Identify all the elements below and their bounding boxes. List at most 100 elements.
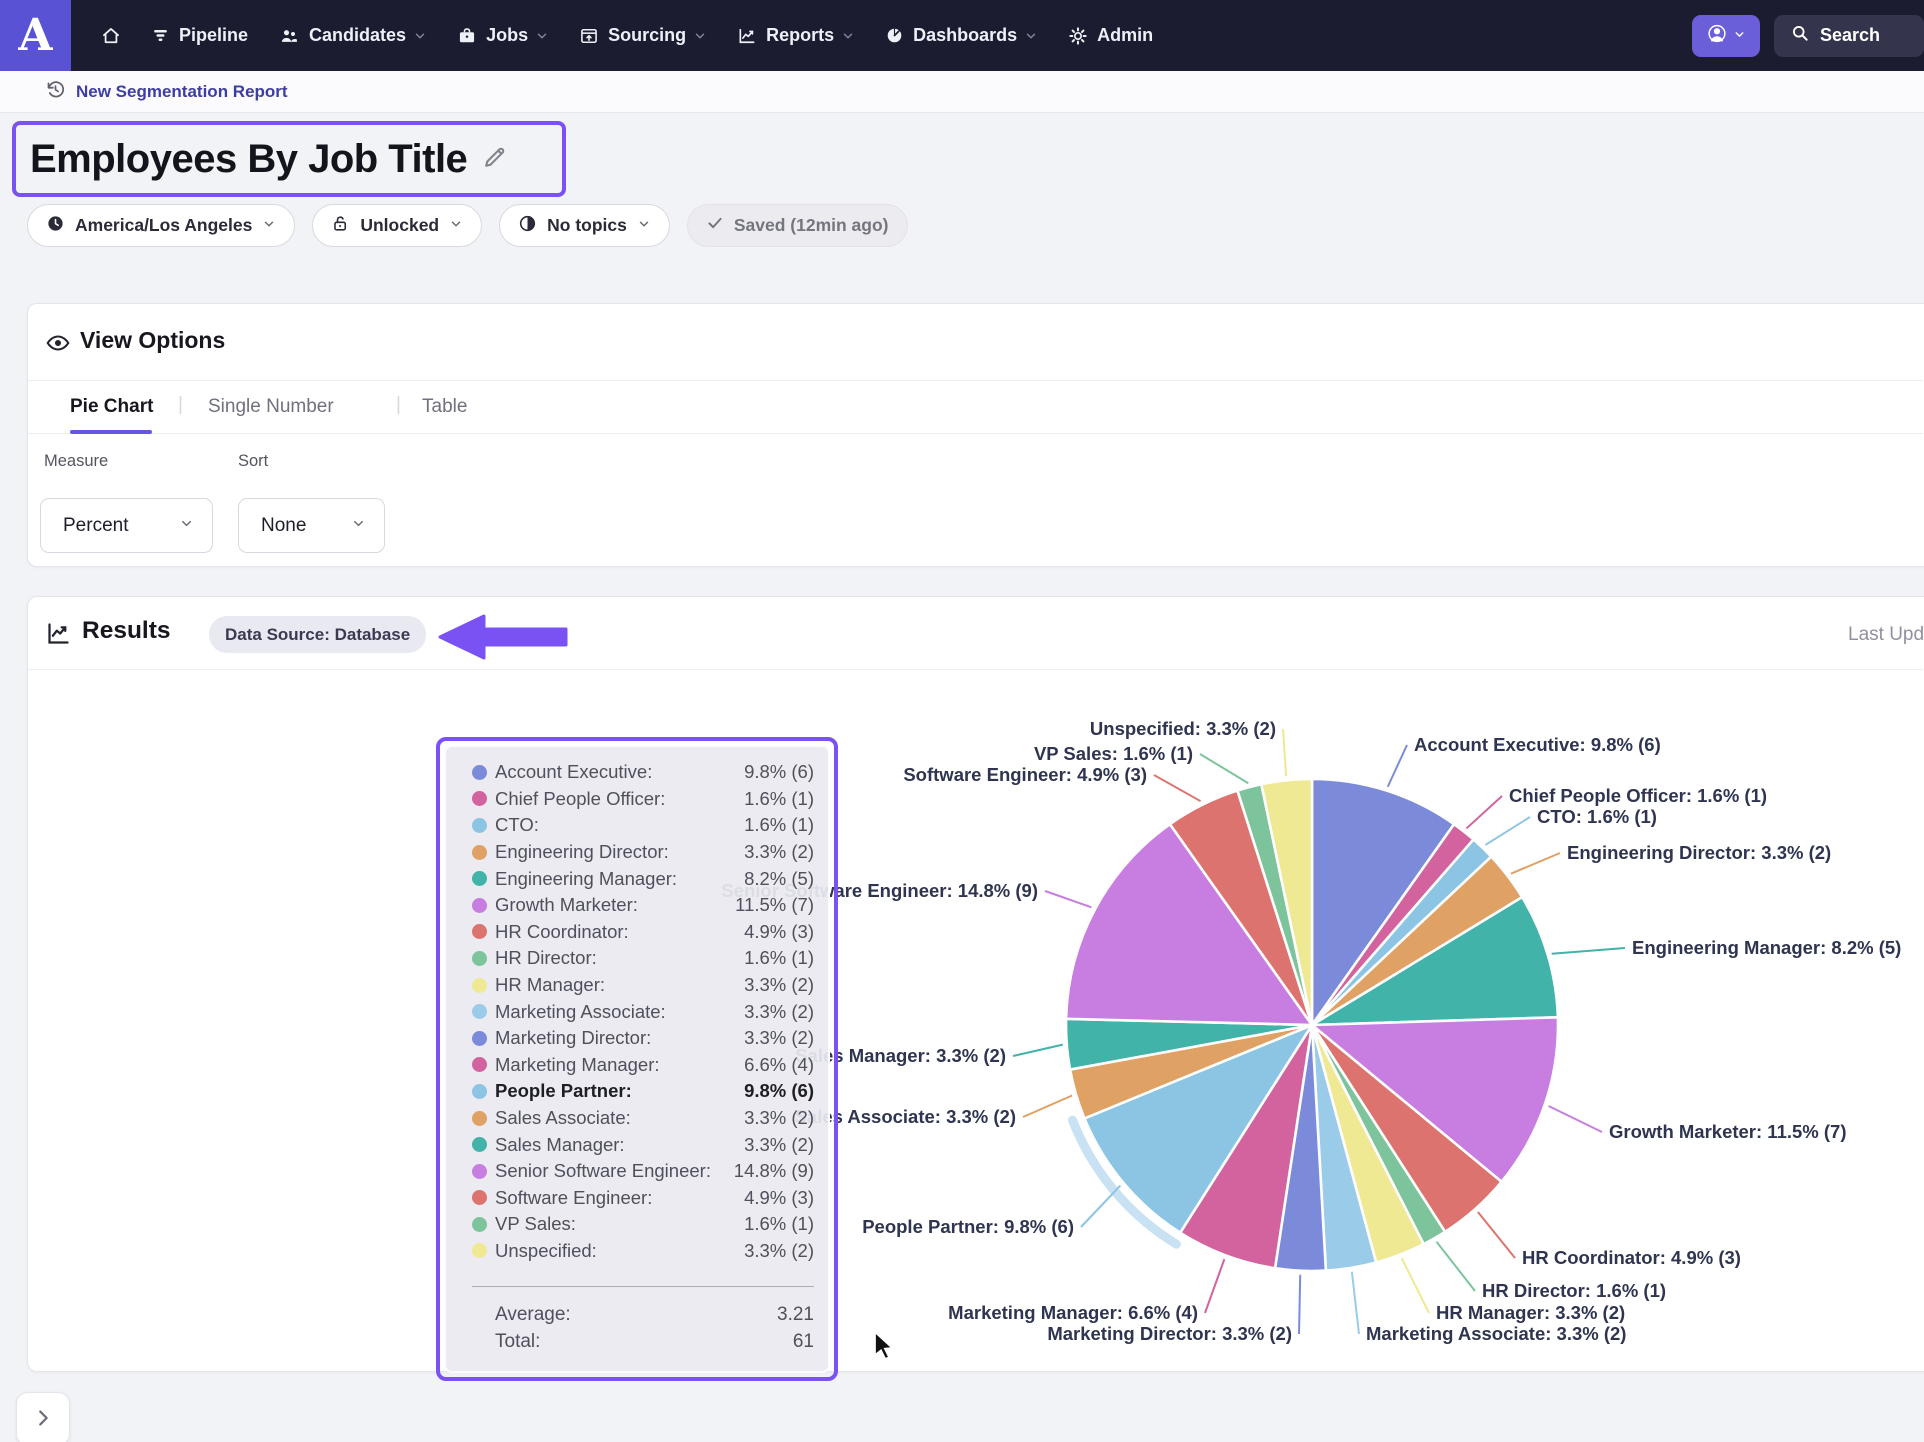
legend-dot	[472, 791, 487, 807]
funnel-icon	[151, 26, 170, 45]
measure-select[interactable]: Percent	[40, 498, 213, 553]
legend-row[interactable]: Engineering Manager: 8.2% (5)	[472, 865, 814, 892]
edit-pencil-icon[interactable]	[481, 143, 509, 176]
legend-dot	[472, 817, 487, 833]
reports-icon	[737, 26, 757, 46]
unlock-icon	[331, 214, 350, 238]
legend-dot	[472, 1057, 487, 1073]
pill-america-los-angeles[interactable]: America/Los Angeles	[27, 204, 296, 247]
nav-item-candidates[interactable]: Candidates	[278, 25, 427, 46]
legend-row[interactable]: People Partner: 9.8% (6)	[472, 1078, 814, 1105]
chevron-down-icon	[179, 515, 194, 537]
clock-icon	[46, 214, 65, 238]
legend-row[interactable]: Growth Marketer: 11.5% (7)	[472, 892, 814, 919]
nav-right: Search	[1692, 14, 1924, 57]
legend-dot	[472, 1190, 487, 1206]
legend-dot	[472, 924, 487, 940]
tab-single-number[interactable]: Single Number	[208, 396, 334, 417]
breadcrumb[interactable]: New Segmentation Report	[0, 79, 288, 105]
nav-item-pipeline[interactable]: Pipeline	[151, 25, 248, 46]
legend-row[interactable]: Marketing Manager: 6.6% (4)	[472, 1052, 814, 1079]
search-button[interactable]: Search	[1774, 14, 1924, 57]
legend-row[interactable]: Marketing Director: 3.3% (2)	[472, 1025, 814, 1052]
chart-icon	[45, 620, 72, 652]
chart-legend: Account Executive: 9.8% (6) Chief People O…	[444, 745, 830, 1373]
chevron-down-icon	[637, 215, 651, 236]
legend-dot	[472, 1004, 487, 1020]
measure-select-value: Percent	[63, 514, 129, 536]
eye-icon	[45, 330, 71, 361]
legend-row[interactable]: Unspecified: 3.3% (2)	[472, 1238, 814, 1265]
nav-item-admin[interactable]: Admin	[1068, 25, 1153, 46]
legend-row[interactable]: Senior Software Engineer: 14.8% (9)	[472, 1158, 814, 1185]
legend-row[interactable]: HR Director: 1.6% (1)	[472, 945, 814, 972]
page-title: Employees By Job Title	[30, 136, 468, 181]
legend-dot	[472, 1163, 487, 1179]
legend-dot	[472, 950, 487, 966]
users-icon	[278, 26, 300, 46]
avatar-button[interactable]	[1692, 14, 1760, 57]
chevron-down-icon	[262, 215, 276, 236]
pill-no-topics[interactable]: No topics	[499, 204, 670, 247]
chevron-down-icon	[693, 29, 707, 43]
app-logo[interactable]: A	[0, 0, 71, 71]
half-circle-icon	[518, 214, 537, 238]
sort-select[interactable]: None	[238, 498, 385, 553]
legend-dot	[472, 844, 487, 860]
nav-item-home[interactable]	[101, 26, 121, 46]
top-nav: A Pipeline Candidates Jobs Sourcing Reports D…	[0, 0, 1924, 71]
breadcrumb-label: New Segmentation Report	[76, 81, 288, 101]
legend-row[interactable]: Chief People Officer: 1.6% (1)	[472, 786, 814, 813]
legend-dot	[472, 1030, 487, 1046]
legend-row[interactable]: Marketing Associate: 3.3% (2)	[472, 998, 814, 1025]
expand-sidebar-button[interactable]	[16, 1392, 70, 1442]
tab-separator: |	[178, 394, 183, 415]
legend-row[interactable]: Sales Associate: 3.3% (2)	[472, 1105, 814, 1132]
pill-saved-12min-ago-[interactable]: Saved (12min ago)	[686, 204, 908, 247]
breadcrumb-bar: New Segmentation Report	[0, 71, 1924, 113]
avatar-icon	[1706, 23, 1728, 48]
chevron-down-icon	[449, 215, 463, 236]
view-options-heading: View Options	[80, 327, 226, 353]
chevron-down-icon	[535, 29, 549, 43]
pill-unlocked[interactable]: Unlocked	[312, 204, 483, 247]
legend-row[interactable]: CTO: 1.6% (1)	[472, 812, 814, 839]
last-updated-label: Last Upd	[1848, 624, 1924, 645]
legend-row[interactable]: Software Engineer: 4.9% (3)	[472, 1185, 814, 1212]
nav-item-sourcing[interactable]: Sourcing	[579, 25, 707, 46]
data-source-badge: Data Source: Database	[209, 616, 427, 653]
search-button-label: Search	[1820, 25, 1881, 45]
legend-average: Average: 3.21	[495, 1303, 814, 1325]
mouse-cursor	[868, 1328, 902, 1367]
legend-row[interactable]: VP Sales: 1.6% (1)	[472, 1211, 814, 1238]
check-icon	[706, 214, 724, 237]
legend-row[interactable]: Account Executive: 9.8% (6)	[472, 759, 814, 786]
tab-pie-chart[interactable]: Pie Chart	[70, 396, 154, 417]
legend-dot	[472, 1083, 487, 1099]
chevron-down-icon	[841, 29, 855, 43]
legend-dot	[472, 1243, 487, 1259]
legend-dot	[472, 1137, 487, 1153]
legend-row[interactable]: Engineering Director: 3.3% (2)	[472, 839, 814, 866]
legend-dot	[472, 764, 487, 780]
page-title-row: Employees By Job Title	[12, 121, 566, 197]
chevron-right-icon	[32, 1407, 54, 1432]
chevron-down-icon	[351, 515, 366, 537]
legend-dot	[472, 897, 487, 913]
measure-label: Measure	[44, 452, 109, 470]
legend-dot	[472, 977, 487, 993]
nav-item-reports[interactable]: Reports	[737, 25, 855, 46]
legend-row[interactable]: HR Coordinator: 4.9% (3)	[472, 919, 814, 946]
sourcing-icon	[579, 26, 599, 46]
dashboards-icon	[885, 26, 904, 45]
legend-row[interactable]: Sales Manager: 3.3% (2)	[472, 1131, 814, 1158]
results-heading: Results	[82, 617, 171, 644]
tab-table[interactable]: Table	[422, 396, 468, 417]
tab-separator: |	[396, 394, 401, 415]
nav-item-jobs[interactable]: Jobs	[457, 25, 549, 46]
legend-row[interactable]: HR Manager: 3.3% (2)	[472, 972, 814, 999]
legend-dot	[472, 1110, 487, 1126]
nav-item-dashboards[interactable]: Dashboards	[885, 25, 1038, 46]
sort-select-value: None	[261, 514, 307, 536]
